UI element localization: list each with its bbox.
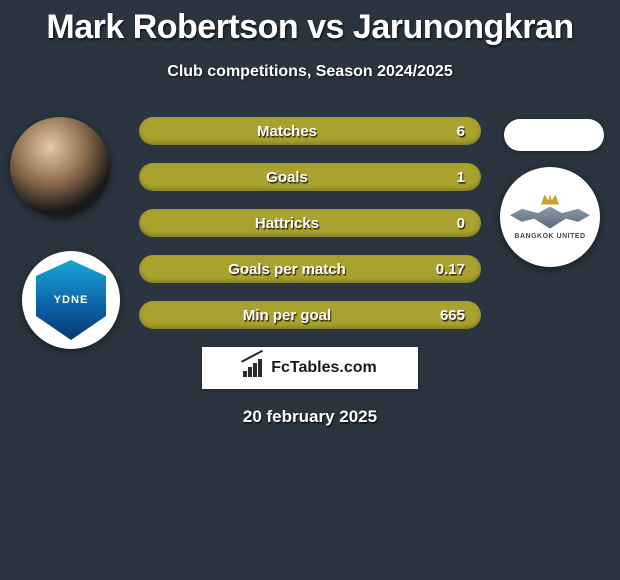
player-pill-right	[504, 119, 604, 151]
brand-text: FcTables.com	[271, 359, 377, 377]
stat-value: 6	[435, 123, 465, 140]
chart-icon	[243, 359, 265, 377]
stat-label: Goals per match	[139, 261, 435, 278]
stat-value: 0.17	[435, 261, 465, 278]
crown-icon	[541, 195, 559, 205]
club-badge-left-text: YDNE	[54, 294, 89, 306]
wings-icon	[510, 207, 590, 229]
subtitle: Club competitions, Season 2024/2025	[0, 63, 620, 81]
stat-row: Matches 6	[139, 117, 481, 145]
club-badge-right-text: BANGKOK UNITED	[514, 233, 585, 240]
comparison-panel: YDNE BANGKOK UNITED Matches 6 Goals 1 Ha…	[0, 109, 620, 427]
club-badge-left-shield: YDNE	[36, 260, 106, 340]
date-text: 20 february 2025	[0, 407, 620, 427]
stat-row: Hattricks 0	[139, 209, 481, 237]
stat-label: Hattricks	[139, 215, 435, 232]
player-photo-left	[10, 117, 110, 217]
stat-label: Goals	[139, 169, 435, 186]
stat-label: Matches	[139, 123, 435, 140]
club-badge-left: YDNE	[22, 251, 120, 349]
stat-value: 1	[435, 169, 465, 186]
page-title: Mark Robertson vs Jarunongkran	[0, 0, 620, 47]
stats-list: Matches 6 Goals 1 Hattricks 0 Goals per …	[139, 109, 481, 329]
stat-row: Goals per match 0.17	[139, 255, 481, 283]
stat-value: 0	[435, 215, 465, 232]
brand-badge: FcTables.com	[202, 347, 418, 389]
stat-value: 665	[435, 307, 465, 324]
stat-label: Min per goal	[139, 307, 435, 324]
stat-row: Min per goal 665	[139, 301, 481, 329]
club-badge-right: BANGKOK UNITED	[500, 167, 600, 267]
stat-row: Goals 1	[139, 163, 481, 191]
